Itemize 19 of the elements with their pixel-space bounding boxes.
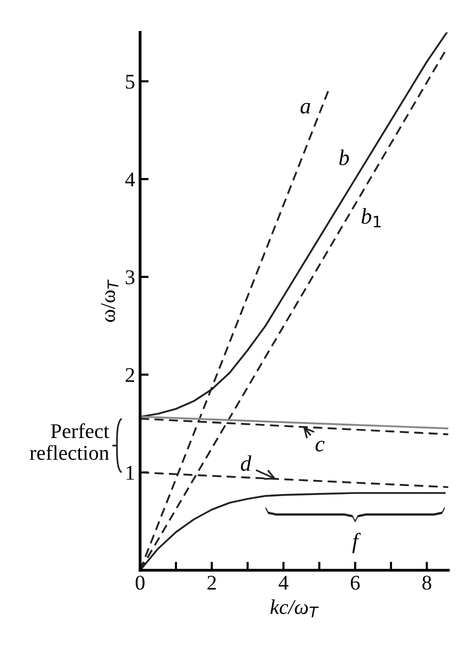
y-tick-label: 1 (126, 466, 134, 480)
x-tick-label: 6 (350, 576, 360, 590)
y-tick-label: 2 (126, 368, 134, 382)
text: Perfect reflection (30, 423, 110, 460)
annotation: a (300, 102, 310, 114)
x-axis-title: kc/ω$_{T}$ (270, 599, 319, 618)
y-tick-label: 4 (125, 172, 135, 186)
annotation: f (352, 532, 361, 554)
y-tick-label: 3 (126, 270, 134, 284)
x-tick-label: 8 (422, 576, 432, 590)
y-axis-title: ω/ω$_{T}$ (101, 280, 118, 322)
y-tick-label: 5 (126, 74, 134, 89)
x-tick-label: 2 (207, 576, 216, 590)
x-tick-label: 0 (136, 576, 145, 590)
annotation: b$_{1}$ (362, 208, 381, 228)
annotation: b (339, 150, 349, 166)
x-tick-label: 4 (278, 576, 288, 590)
annotation: c (316, 440, 325, 452)
annotation: d (240, 455, 252, 471)
